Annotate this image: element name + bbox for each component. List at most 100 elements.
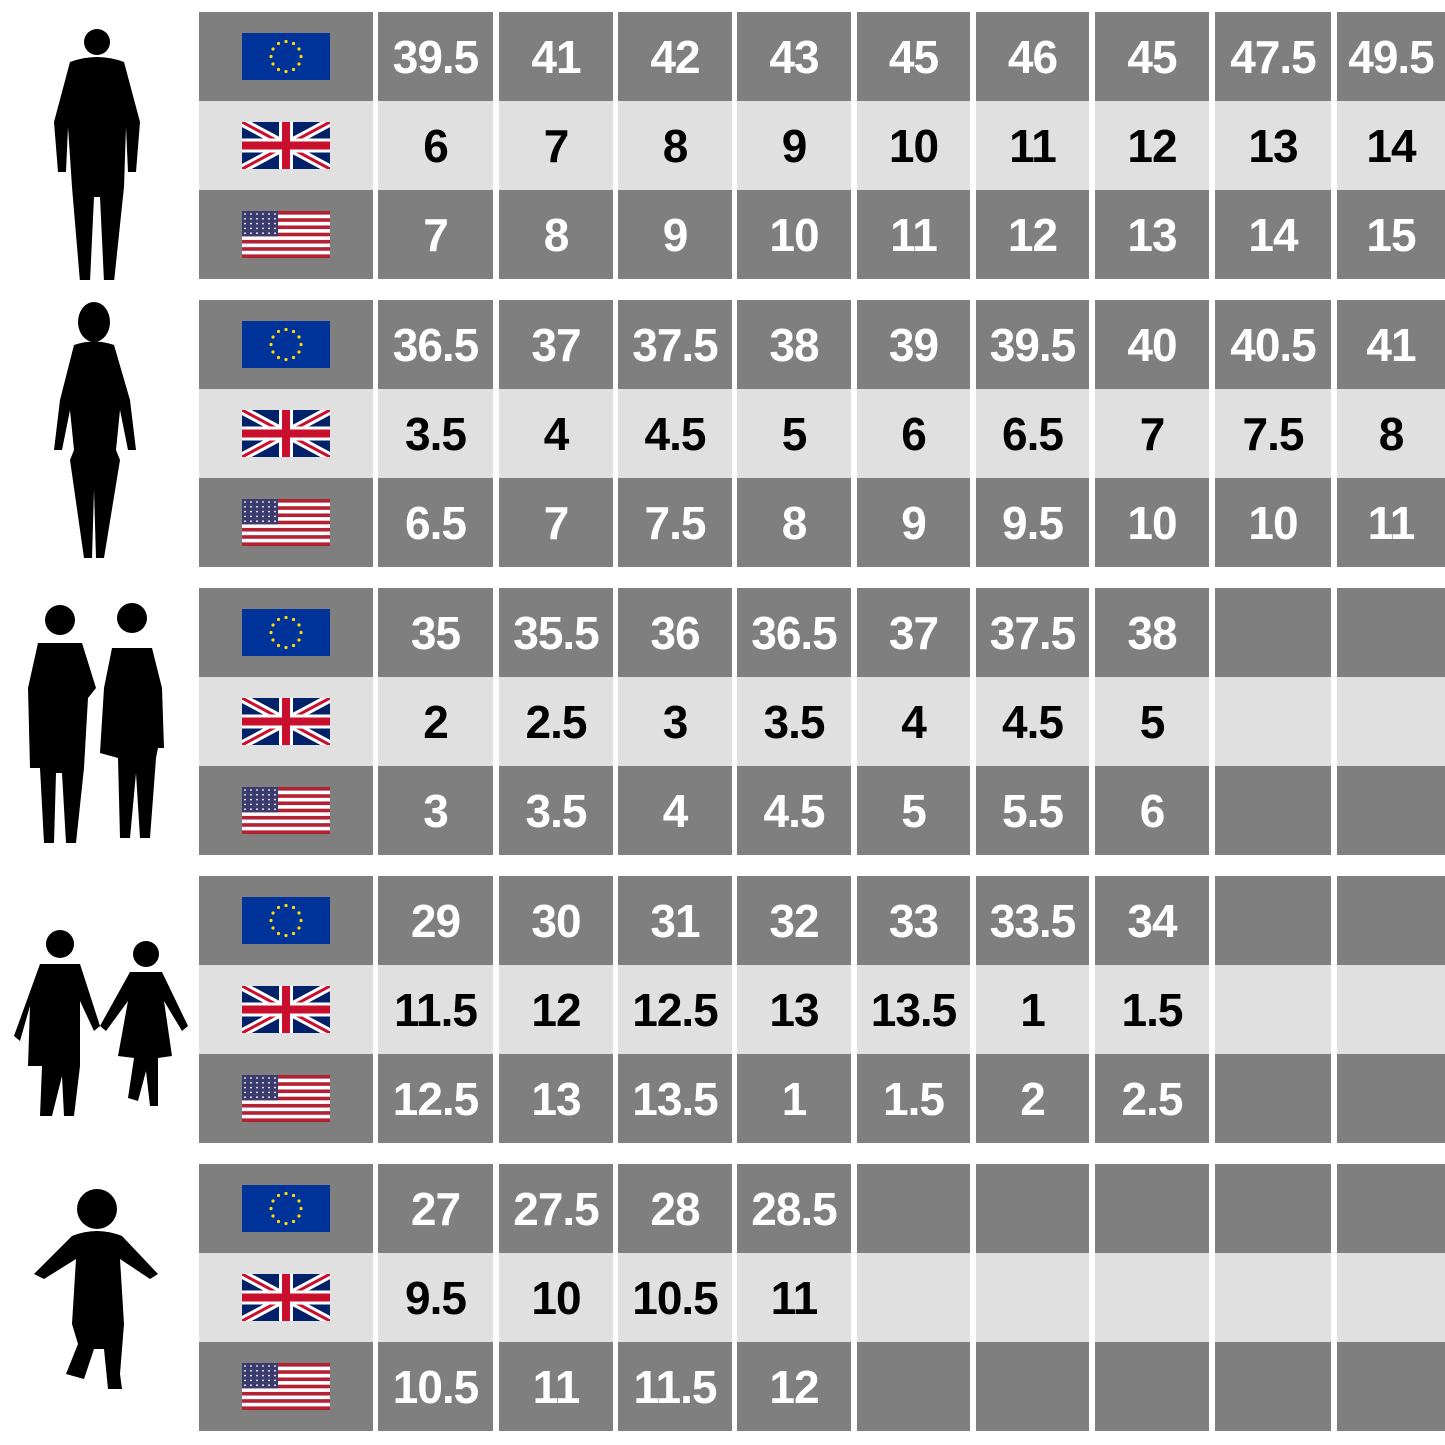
uk-flag-icon	[242, 410, 330, 457]
eu-size-cell: 28	[618, 1164, 732, 1253]
older-children-silhouette-icon	[28, 603, 164, 843]
eu-size-cell	[1337, 588, 1445, 677]
us-size-cell	[1095, 1342, 1209, 1431]
us-size-cell: 7	[499, 478, 613, 567]
us-size-cell: 11	[499, 1342, 613, 1431]
eu-size-cell: 37	[857, 588, 970, 677]
uk-size-cell: 10.5	[618, 1253, 732, 1342]
us-size-cell: 12	[737, 1342, 851, 1431]
uk-size-cell: 1.5	[1095, 965, 1209, 1054]
eu-size-cell: 35.5	[499, 588, 613, 677]
eu-size-cell	[1215, 876, 1331, 965]
us-row-label	[199, 766, 373, 855]
us-size-cell: 5.5	[976, 766, 1089, 855]
eu-row-label	[199, 300, 373, 389]
uk-size-cell: 14	[1337, 101, 1445, 190]
uk-row-label	[199, 677, 373, 766]
eu-size-cell	[857, 1164, 970, 1253]
eu-flag-icon	[242, 609, 330, 656]
us-size-cell: 3.5	[499, 766, 613, 855]
us-size-cell: 13.5	[618, 1054, 732, 1143]
size-group-1: 39.5 41 42 43 45 46 45 47.5 49.5 6 7 8 9 10 11 12 13 14 7 8…	[0, 12, 1445, 280]
uk-size-cell: 13.5	[857, 965, 970, 1054]
uk-size-cell: 9.5	[378, 1253, 493, 1342]
us-flag-icon	[242, 1075, 330, 1122]
us-flag-icon	[242, 211, 330, 258]
uk-size-cell: 4.5	[618, 389, 732, 478]
us-size-cell: 11	[857, 190, 970, 279]
eu-size-cell: 41	[1337, 300, 1445, 389]
eu-size-cell: 43	[737, 12, 851, 101]
uk-flag-icon	[242, 986, 330, 1033]
us-size-cell: 14	[1215, 190, 1331, 279]
young-children-silhouette-icon	[14, 930, 188, 1116]
us-size-cell: 4	[618, 766, 732, 855]
eu-size-cell	[976, 1164, 1089, 1253]
eu-size-cell: 30	[499, 876, 613, 965]
eu-size-cell	[1095, 1164, 1209, 1253]
uk-size-cell: 7.5	[1215, 389, 1331, 478]
uk-size-cell: 1	[976, 965, 1089, 1054]
uk-size-cell: 4	[499, 389, 613, 478]
us-size-cell: 7	[378, 190, 493, 279]
us-size-cell	[976, 1342, 1089, 1431]
eu-size-cell: 39.5	[378, 12, 493, 101]
eu-size-cell: 37	[499, 300, 613, 389]
uk-size-cell: 12	[1095, 101, 1209, 190]
us-size-cell	[1337, 1342, 1445, 1431]
eu-size-cell: 39	[857, 300, 970, 389]
eu-size-cell: 33.5	[976, 876, 1089, 965]
eu-size-cell	[1215, 588, 1331, 677]
us-size-cell: 13	[1095, 190, 1209, 279]
eu-size-cell: 38	[737, 300, 851, 389]
eu-size-cell: 27.5	[499, 1164, 613, 1253]
eu-size-cell	[1337, 1164, 1445, 1253]
size-group-4: 29 30 31 32 33 33.5 34 11.5 12 12.5 13 13.5 1 1.5 12.5…	[0, 876, 1445, 1144]
us-size-cell: 7.5	[618, 478, 732, 567]
eu-size-cell: 34	[1095, 876, 1209, 965]
uk-row-label	[199, 389, 373, 478]
eu-size-cell: 36.5	[737, 588, 851, 677]
uk-size-cell: 13	[1215, 101, 1331, 190]
eu-size-cell	[1215, 1164, 1331, 1253]
eu-size-cell: 36	[618, 588, 732, 677]
eu-size-cell: 47.5	[1215, 12, 1331, 101]
eu-flag-icon	[242, 897, 330, 944]
us-size-cell	[1337, 1054, 1445, 1143]
us-size-cell: 2.5	[1095, 1054, 1209, 1143]
eu-size-cell: 45	[857, 12, 970, 101]
uk-size-cell	[1337, 1253, 1445, 1342]
us-size-cell: 8	[737, 478, 851, 567]
uk-size-cell: 2.5	[499, 677, 613, 766]
us-size-cell: 8	[499, 190, 613, 279]
eu-size-cell: 27	[378, 1164, 493, 1253]
uk-size-cell: 3.5	[378, 389, 493, 478]
uk-size-cell: 10	[499, 1253, 613, 1342]
uk-size-cell: 7	[499, 101, 613, 190]
uk-size-cell: 11	[976, 101, 1089, 190]
us-size-cell	[1337, 766, 1445, 855]
uk-size-cell: 2	[378, 677, 493, 766]
uk-size-cell: 12.5	[618, 965, 732, 1054]
us-flag-icon	[242, 787, 330, 834]
us-size-cell: 9.5	[976, 478, 1089, 567]
eu-size-cell: 29	[378, 876, 493, 965]
us-size-cell: 15	[1337, 190, 1445, 279]
uk-size-cell: 8	[1337, 389, 1445, 478]
uk-size-cell: 3	[618, 677, 732, 766]
eu-size-cell: 41	[499, 12, 613, 101]
us-size-cell: 6.5	[378, 478, 493, 567]
eu-size-cell: 31	[618, 876, 732, 965]
uk-size-cell	[857, 1253, 970, 1342]
uk-size-cell	[1337, 677, 1445, 766]
uk-flag-icon	[242, 698, 330, 745]
eu-row-label	[199, 1164, 373, 1253]
eu-size-cell: 28.5	[737, 1164, 851, 1253]
size-group-5: 27 27.5 28 28.5 9.5 10 10.5 11 10.5 11 11.5 12	[0, 1164, 1445, 1432]
us-size-cell: 4.5	[737, 766, 851, 855]
man-silhouette-icon	[54, 29, 140, 280]
size-group-2: 36.5 37 37.5 38 39 39.5 40 40.5 41 3.5 4 4.5 5 6 6.5 7 7…	[0, 300, 1445, 568]
eu-flag-icon	[242, 1185, 330, 1232]
uk-size-cell: 4.5	[976, 677, 1089, 766]
uk-size-cell: 3.5	[737, 677, 851, 766]
